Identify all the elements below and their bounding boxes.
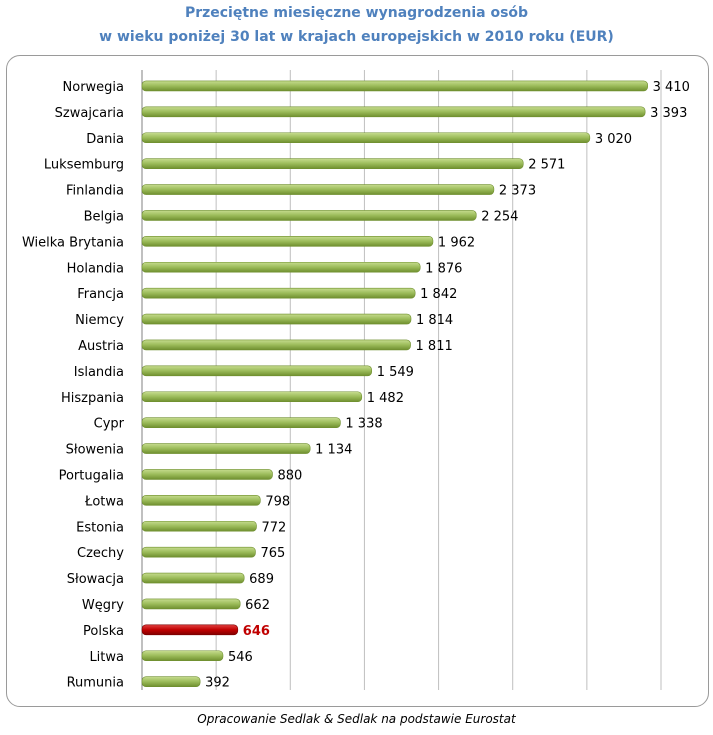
bar-7	[141, 261, 421, 273]
value-label: 646	[243, 624, 270, 639]
category-label: Rumunia	[67, 676, 124, 691]
category-label: Luksemburg	[44, 158, 124, 173]
category-label: Słowacja	[67, 572, 124, 587]
category-label: Polska	[83, 624, 124, 639]
category-label: Hiszpania	[61, 391, 124, 406]
bar-23	[141, 676, 201, 687]
value-label: 798	[265, 494, 290, 509]
chart-title: Przeciętne miesięczne wynagrodzenia osób	[184, 5, 529, 21]
bar-5	[141, 210, 477, 221]
value-label: 1 811	[416, 339, 453, 354]
category-label: Wielka Brytania	[22, 235, 124, 250]
bar-16	[141, 495, 261, 506]
bar-8	[141, 287, 416, 299]
bar-13	[141, 417, 341, 428]
value-label: 1 134	[315, 443, 352, 458]
value-label: 2 571	[528, 158, 565, 173]
bar-18	[141, 546, 256, 558]
value-label: 765	[260, 546, 285, 561]
value-label: 662	[245, 598, 270, 613]
value-label: 689	[249, 572, 274, 587]
bar-22	[141, 650, 224, 662]
category-label: Łotwa	[84, 494, 124, 509]
category-label: Niemcy	[75, 313, 124, 328]
value-label: 1 338	[345, 417, 382, 432]
category-label: Cypr	[94, 417, 125, 432]
value-label: 2 373	[499, 184, 536, 199]
value-label: 1 962	[438, 235, 475, 250]
source-note: Opracowanie Sedlak & Sedlak na podstawie…	[197, 712, 516, 726]
bar-20	[141, 598, 241, 610]
value-label: 1 482	[367, 391, 404, 406]
value-label: 3 410	[653, 80, 690, 95]
value-label: 1 549	[377, 365, 414, 380]
value-label: 546	[228, 650, 253, 665]
category-label: Holandia	[67, 261, 124, 276]
category-label: Belgia	[84, 209, 124, 224]
bar-1	[141, 106, 646, 118]
category-label: Finlandia	[66, 184, 124, 199]
category-label: Portugalia	[59, 468, 124, 483]
chart-subtitle: w wieku poniżej 30 lat w krajach europej…	[99, 29, 614, 45]
bar-4	[141, 184, 495, 195]
bar-9	[141, 313, 412, 325]
category-label: Słowenia	[66, 443, 124, 458]
bar-3	[141, 158, 524, 169]
bar-12	[141, 391, 363, 403]
value-label: 772	[261, 520, 286, 535]
bar-10	[141, 339, 411, 351]
category-label: Norwegia	[63, 80, 124, 95]
category-label: Islandia	[74, 365, 124, 380]
bar-15	[141, 469, 273, 480]
bar-19	[141, 572, 245, 584]
value-label: 3 393	[650, 106, 687, 121]
category-label: Estonia	[76, 520, 124, 535]
category-label: Czechy	[77, 546, 124, 561]
value-label: 2 254	[481, 209, 518, 224]
bar-2	[141, 132, 591, 144]
value-label: 1 842	[420, 287, 457, 302]
bar-0	[141, 80, 648, 92]
category-label: Litwa	[89, 650, 124, 665]
value-label: 3 020	[595, 132, 632, 147]
category-label: Szwajcaria	[55, 106, 124, 121]
bar-21	[141, 624, 239, 636]
value-label: 880	[277, 468, 302, 483]
category-label: Austria	[78, 339, 124, 354]
category-label: Węgry	[82, 598, 124, 613]
bar-14	[141, 443, 311, 454]
category-label: Dania	[86, 132, 124, 147]
bar-11	[141, 365, 372, 377]
value-label: 392	[205, 676, 230, 691]
bar-6	[141, 236, 434, 247]
bar-17	[141, 520, 257, 532]
value-label: 1 814	[416, 313, 453, 328]
value-label: 1 876	[425, 261, 462, 276]
category-label: Francja	[77, 287, 124, 302]
